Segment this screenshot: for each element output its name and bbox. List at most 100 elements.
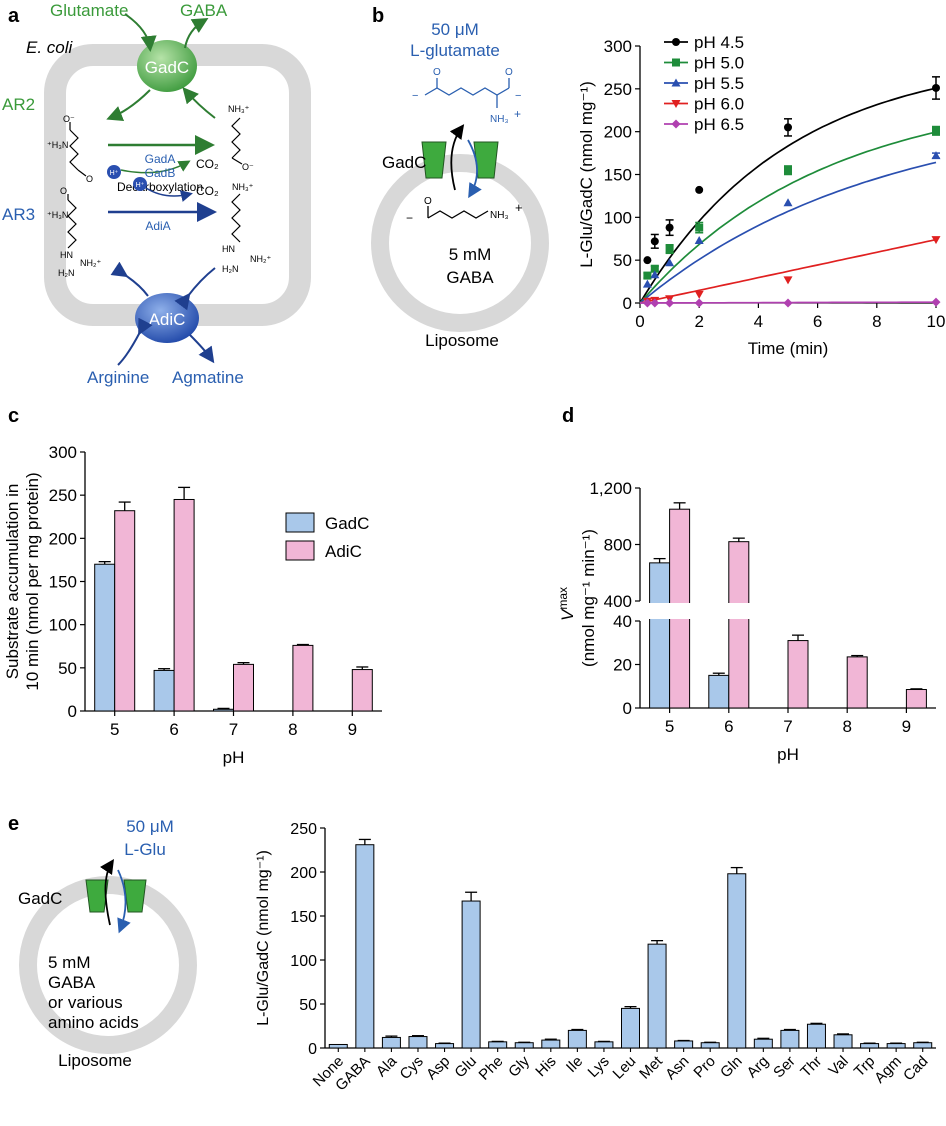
- ar2-proton-arrow: [120, 160, 191, 174]
- panel-d-y-tick-label: 0: [623, 699, 632, 718]
- agmatine-export-arrow: [189, 334, 215, 364]
- panel-e-bar: [806, 1023, 826, 1049]
- panel-b-data-point: [694, 290, 704, 299]
- panel-e-bar: [567, 1029, 587, 1049]
- panel-e-x-tick-label: Glu: [451, 1053, 480, 1082]
- panel-e-bar: [860, 1043, 880, 1049]
- panel-b-gadc-label: GadC: [382, 153, 426, 172]
- arginine-h2n: H₂N: [58, 268, 75, 278]
- panel-b-data-point: [783, 276, 793, 285]
- panel-a-letter: a: [8, 5, 20, 27]
- panel-b-data-point: [931, 297, 941, 307]
- panel-e-x-tick-label: Gly: [505, 1052, 533, 1080]
- ar3-proton-label: H⁺: [136, 182, 145, 189]
- panel-e-bar: [753, 1038, 773, 1049]
- panel-d-y-tick-label: 800: [604, 536, 632, 555]
- panel-b-legend-marker: [672, 38, 680, 46]
- panel-e-bar: [488, 1041, 508, 1049]
- panel-e-x-tick-label: Val: [825, 1053, 852, 1080]
- panel-b-substrate: L-glutamate: [410, 41, 500, 60]
- panel-b-legend-label: pH 5.5: [694, 74, 744, 93]
- panel-b-data-point: [665, 258, 675, 267]
- panel-e-gadc-label: GadC: [18, 889, 62, 908]
- panel-b-data-point: [650, 237, 659, 246]
- arginine-inward-arrow: [110, 261, 149, 297]
- panel-e-x-tick-label: Ile: [563, 1053, 586, 1076]
- panel-e-bar: [435, 1043, 455, 1049]
- ar2-co2-label: CO₂: [196, 157, 219, 171]
- panel-b-fit-line: [639, 238, 937, 304]
- panel-b-y-tick-label: 50: [613, 251, 632, 270]
- panel-c-y-axis-label-1: Substrate accumulation in: [3, 484, 22, 680]
- panel-e-x-tick-label: Lys: [585, 1053, 613, 1081]
- panel-e-inside-4: amino acids: [48, 1013, 139, 1032]
- panel-d-bar: [649, 562, 671, 709]
- panel-e-x-tick-label: Gln: [717, 1053, 746, 1082]
- panel-a: a E. coli GadC Glutamate GABA AR2 AR3 O⁻…: [2, 1, 311, 387]
- gada-label: GadA: [145, 152, 176, 166]
- panel-e-y-tick-label: 0: [308, 1041, 317, 1058]
- panel-b-data-point: [932, 126, 940, 135]
- panel-e-x-tick-label: Ser: [770, 1053, 799, 1082]
- panel-c-y-tick-label: 300: [49, 443, 77, 462]
- panel-d-y-tick-label: 1,200: [589, 479, 632, 498]
- panel-b-y-tick-label: 0: [623, 294, 632, 313]
- agmatine-nh3: NH₃⁺: [232, 182, 254, 192]
- gaba-outward-arrow: [182, 86, 216, 119]
- panel-e-bar: [674, 1040, 694, 1049]
- panel-b-fit-line: [639, 131, 937, 304]
- panel-d-y-axis-label-2: (nmol mg⁻¹ min⁻¹): [579, 529, 598, 667]
- panel-e-liposome: [19, 876, 197, 1054]
- panel-b-x-tick-label: 10: [927, 312, 946, 331]
- panel-b-data-point: [665, 223, 674, 232]
- panel-e-bar: [541, 1039, 561, 1049]
- panel-e-y-tick-label: 100: [290, 953, 317, 970]
- panel-c-chart: 0 50 100 150 200 250 300 5 6 7 8 9 pH Substrate accum…: [3, 443, 382, 767]
- panel-b-data-point: [643, 256, 652, 265]
- panel-b-data-point: [695, 185, 704, 194]
- panel-c-bar: [94, 563, 116, 712]
- arginine-amine: ⁺H₃N: [47, 210, 68, 220]
- panel-c-y-tick-label: 100: [49, 616, 77, 635]
- glutamate-right-o: O: [505, 67, 513, 78]
- panel-d-x-tick-label: 9: [902, 717, 911, 736]
- panel-c-y-tick-label: 0: [68, 702, 77, 721]
- panel-e-y-tick-label: 150: [290, 909, 317, 926]
- ar2-proton-label: H⁺: [110, 170, 119, 177]
- panel-b-x-tick-label: 0: [635, 312, 644, 331]
- panel-d-bar: [708, 674, 730, 709]
- panel-d-axis-break-gap: [667, 603, 692, 619]
- panel-e-inside-2: GABA: [48, 973, 96, 992]
- panel-e-bar: [594, 1041, 614, 1049]
- panel-e-x-tick-label: Met: [636, 1052, 666, 1082]
- panel-b-data-point: [783, 298, 793, 308]
- panel-c-y-tick-label: 200: [49, 529, 77, 548]
- panel-c-legend-swatch: [285, 540, 315, 561]
- agmatine-nh2: NH₂⁺: [250, 254, 271, 264]
- panel-c-y-axis-label-2: 10 min (nmol per mg protein): [23, 472, 42, 690]
- panel-c-bar: [173, 498, 195, 712]
- panel-b-y-tick-label: 200: [604, 123, 632, 142]
- panel-b-concentration: 50 μM: [431, 20, 479, 39]
- panel-d-axis-break-gap: [647, 603, 672, 619]
- panel-b-data-point: [694, 298, 704, 308]
- panel-e-bar: [700, 1042, 720, 1049]
- decarboxylation-label: Decarboxylation: [117, 180, 203, 194]
- panel-e-bar: [886, 1043, 906, 1049]
- panel-e-x-tick-label: Thr: [797, 1053, 825, 1081]
- panel-c-x-tick-label: 8: [288, 720, 297, 739]
- ar3-label: AR3: [2, 205, 35, 224]
- agmatine-label: Agmatine: [172, 368, 244, 387]
- panel-e-bar: [381, 1036, 401, 1049]
- panel-e-x-tick-label: Cad: [900, 1053, 931, 1084]
- panel-d-y-tick-label: 40: [613, 612, 632, 631]
- panel-e-bar: [461, 900, 481, 1049]
- panel-b-liposome: [371, 154, 549, 332]
- panel-b-data-point: [784, 123, 792, 132]
- glutamate-o: O: [86, 174, 93, 184]
- panel-e-gadc-left-half: [85, 879, 109, 913]
- panel-c-legend-swatch: [285, 512, 315, 533]
- panel-c-y-tick-label: 150: [49, 573, 77, 592]
- gaba-o-minus: O⁻: [242, 162, 254, 172]
- gadc-left-half: [421, 141, 447, 179]
